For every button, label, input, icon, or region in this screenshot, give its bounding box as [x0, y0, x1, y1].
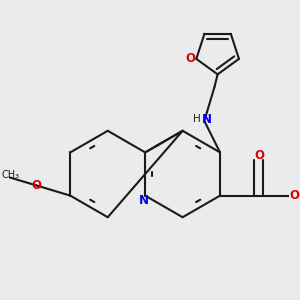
- Text: N: N: [139, 194, 148, 207]
- Text: CH₃: CH₃: [2, 170, 20, 180]
- Text: O: O: [185, 52, 195, 65]
- Text: H: H: [193, 114, 201, 124]
- Text: O: O: [290, 189, 299, 202]
- Text: O: O: [32, 179, 42, 192]
- Text: O: O: [254, 149, 264, 162]
- Text: N: N: [202, 113, 212, 126]
